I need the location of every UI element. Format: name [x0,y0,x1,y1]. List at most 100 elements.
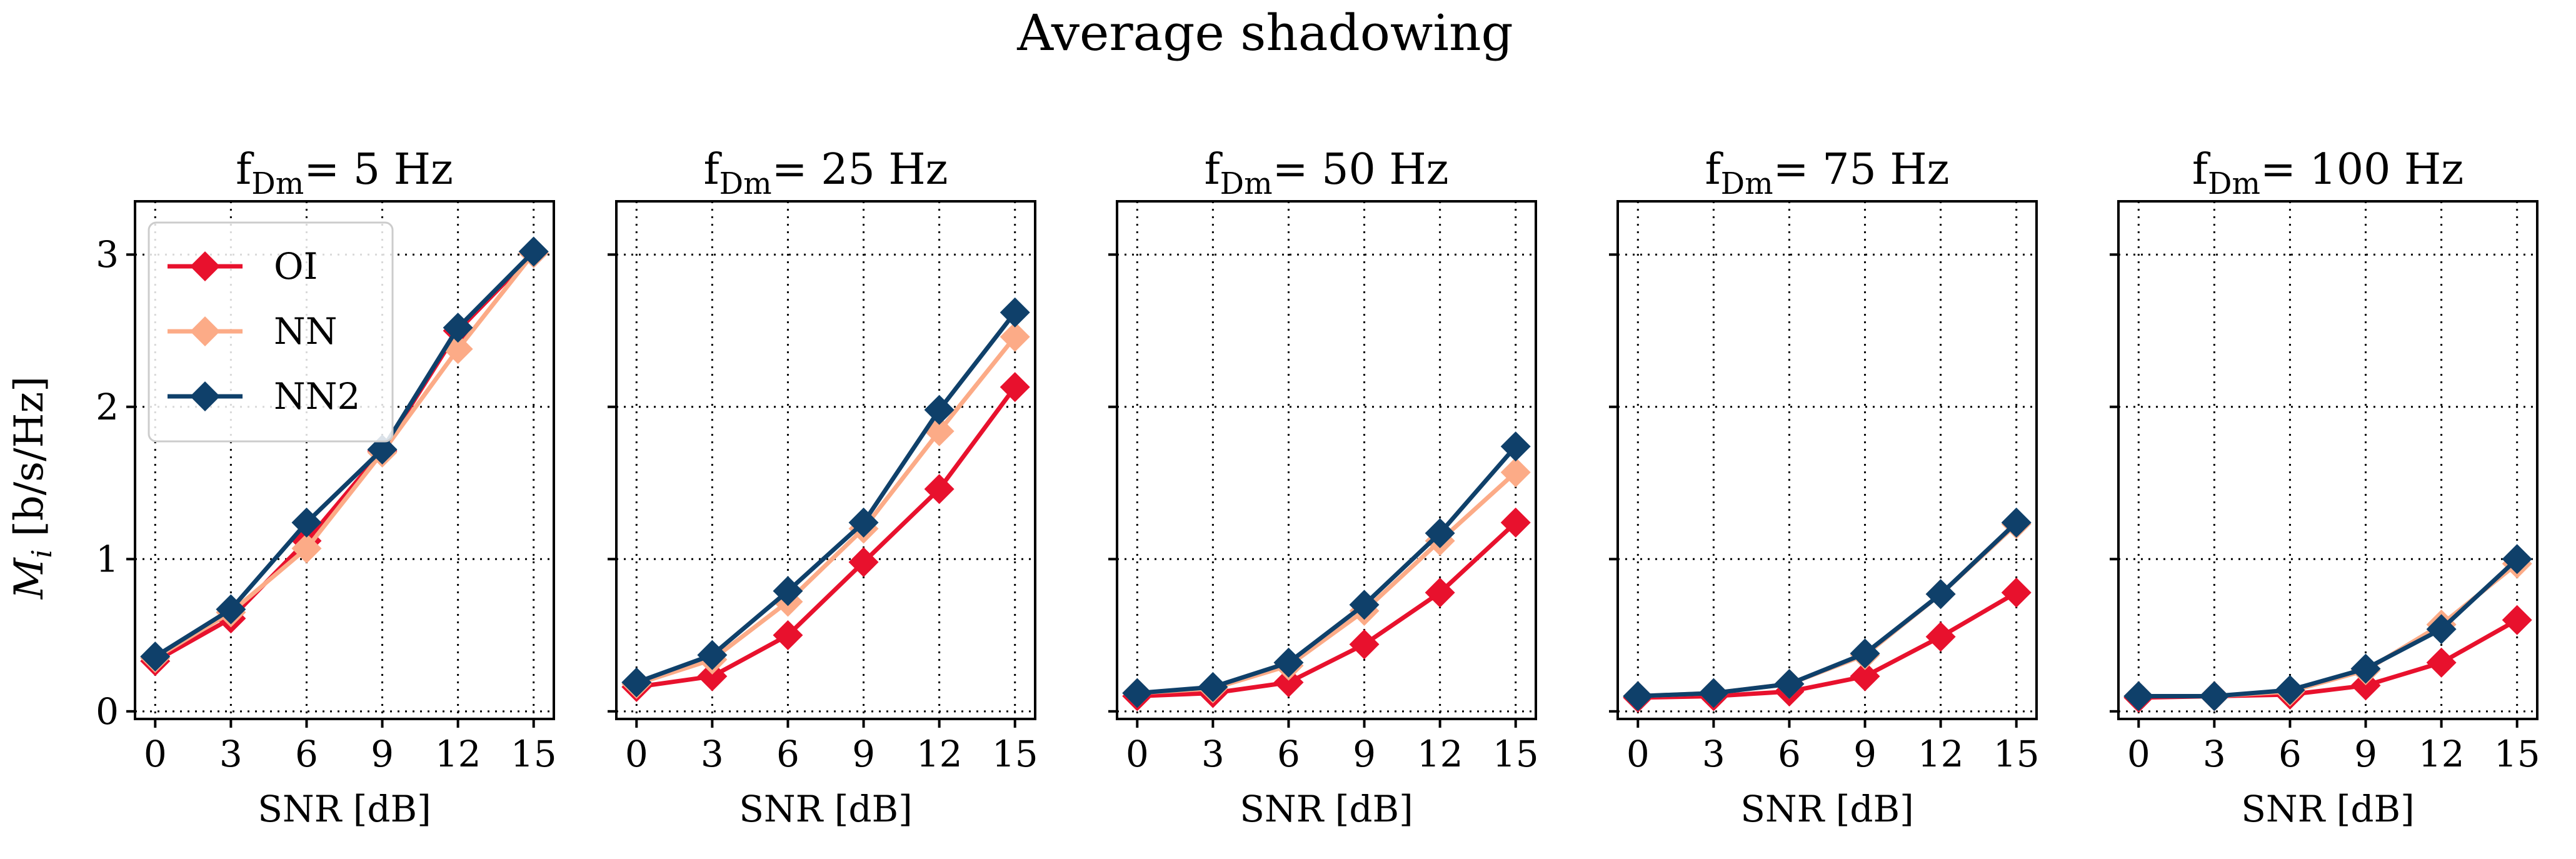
x-tick-label: 9 [371,733,394,775]
data-point-nn2 [1198,671,1228,702]
series-line-nn [154,251,536,660]
x-axis-label: SNR [dB] [2241,788,2415,830]
panel-title-subscript: Dm [719,166,772,201]
data-point-nn2 [2502,544,2532,575]
data-point-nn2 [518,236,549,267]
data-point-nn2 [140,641,171,672]
series-line-nn2 [636,311,1017,685]
y-tick-label: 3 [96,233,119,276]
data-point-oi [1425,577,1455,608]
data-point-nn2 [1850,638,1880,669]
data-point-nn [291,533,322,564]
data-point-nn2 [2123,681,2154,711]
x-tick-label: 0 [144,733,167,775]
axes-frame [2117,200,2538,720]
x-tick-label: 15 [2494,733,2540,775]
data-point-oi [2502,605,2532,635]
panel-title: fDm= 100 Hz [2192,145,2463,201]
data-point-oi [2426,647,2457,678]
y-tick-label: 0 [96,690,119,733]
x-tick-label: 12 [1417,733,1463,775]
panel-title-value: = 75 Hz [1773,145,1950,194]
series-line-nn2 [2138,557,2519,698]
axes-frame [615,200,1036,720]
x-tick-label: 12 [916,733,963,775]
data-point-nn2 [291,507,322,538]
panel-title-prefix: f [2192,145,2211,194]
y-axis-label-unit: [b/s/Hz] [6,376,53,550]
axes-frame [134,200,555,720]
legend-marker-oi [190,251,220,281]
data-point-nn2 [1774,668,1805,699]
data-point-nn2 [1623,681,1653,711]
y-tick-label: 2 [96,386,119,428]
x-tick-label: 0 [2127,733,2150,775]
panel-title-value: = 5 Hz [304,145,453,194]
x-axis-label: SNR [dB] [258,788,431,830]
data-point-nn2 [2001,507,2032,538]
x-tick-label: 9 [1853,733,1877,775]
panel-5: 0 3 6 9 12 15 fDm= 100 Hz SNR [dB] [2110,145,2540,830]
x-axis-label: SNR [dB] [1240,788,1413,830]
x-tick-label: 6 [1778,733,1801,775]
legend: OI NN NN2 [148,221,394,443]
panel-title-value: = 50 Hz [1273,145,1449,194]
x-tick-label: 15 [511,733,557,775]
panel-title-subscript: Dm [251,166,304,201]
x-tick-label: 6 [295,733,318,775]
x-tick-label: 3 [1702,733,1725,775]
data-point-nn2 [1500,431,1531,462]
series-line-nn2 [1137,445,1518,696]
data-point-nn2 [2199,681,2230,711]
panel-title-prefix: f [703,145,722,194]
data-point-nn2 [697,640,728,670]
series-line-oi [2138,618,2518,700]
y-axis-label-sub: i [26,550,58,558]
data-point-nn2 [848,507,879,538]
series-line-oi [1137,521,1518,698]
series-line-nn [636,335,1017,686]
x-tick-label: 15 [1493,733,1539,775]
data-point-nn2 [924,394,955,425]
panel-4: 0 3 6 9 12 15 fDm= 75 Hz SNR [dB] [1609,145,2040,830]
x-tick-label: 9 [852,733,875,775]
x-tick-label: 15 [1993,733,2040,775]
data-point-oi [2001,577,2032,608]
x-axis-label: SNR [dB] [1740,788,1914,830]
data-point-oi [773,620,803,651]
legend-marker-nn [190,316,220,346]
data-point-nn2 [1122,678,1153,708]
legend-marker-nn2 [190,381,220,411]
data-point-oi [1273,667,1304,698]
legend-label-oi: OI [274,245,318,288]
x-tick-label: 9 [2354,733,2377,775]
x-tick-label: 0 [1126,733,1149,775]
x-tick-label: 15 [992,733,1038,775]
x-tick-label: 6 [1277,733,1300,775]
panel-title-subscript: Dm [1721,166,1773,201]
panel-title-prefix: f [1705,145,1723,194]
x-tick-label: 0 [1626,733,1650,775]
panel-title-value: = 25 Hz [772,145,948,194]
data-point-nn [1500,457,1531,488]
data-point-nn2 [2350,653,2381,684]
series-line-oi [1638,590,2018,700]
panel-title-value: = 100 Hz [2260,145,2463,194]
data-point-nn2 [1349,590,1380,620]
series-line-oi [636,386,1017,690]
series-line-nn [2138,561,2518,698]
data-point-nn2 [1925,579,1956,610]
y-axis-label: Mi [b/s/Hz] [6,376,58,600]
x-tick-label: 3 [2203,733,2226,775]
data-point-nn2 [773,576,803,606]
panel-2: 0 3 6 9 12 15 fDm= 25 Hz SNR [dB] [608,145,1038,830]
data-point-nn [1000,321,1030,352]
y-axis-label-var: M [6,557,53,600]
data-point-nn2 [216,594,246,625]
x-tick-label: 3 [219,733,243,775]
panel-title: fDm= 75 Hz [1705,145,1949,201]
x-tick-label: 12 [435,733,481,775]
x-tick-label: 6 [776,733,799,775]
